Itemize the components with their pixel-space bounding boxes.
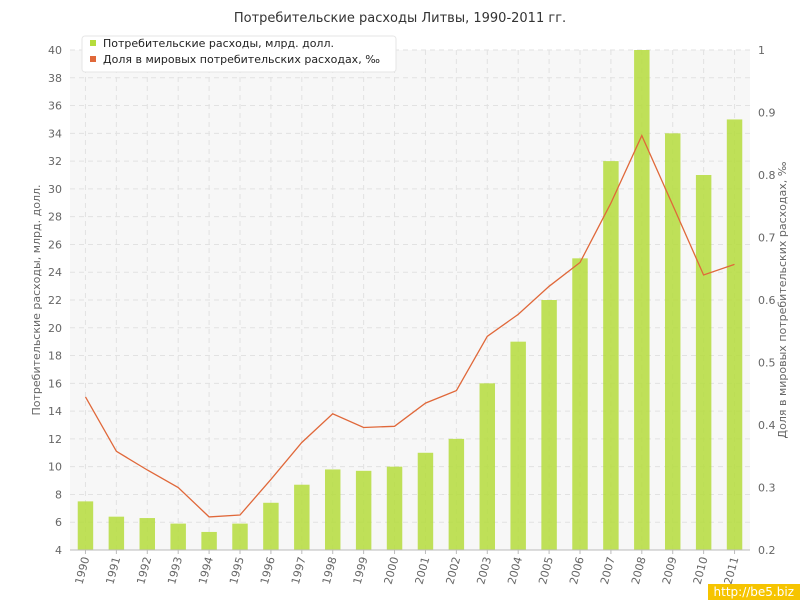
- y-right-tick-label: 0.3: [758, 482, 776, 495]
- watermark[interactable]: http://be5.biz: [707, 584, 800, 600]
- bar: [634, 50, 650, 550]
- left-axis-ticks: 4 6 8 10 12 14 16 18 20 22 24 26 28 30 32 34 36 38 40: [48, 44, 62, 557]
- bar: [294, 484, 310, 550]
- bar: [355, 470, 372, 550]
- bar: [108, 516, 125, 550]
- bar: [232, 523, 248, 550]
- bar: [572, 258, 588, 550]
- y-tick-label: 30: [48, 183, 62, 196]
- bar: [139, 518, 155, 550]
- bar: [726, 119, 743, 550]
- y-tick-label: 38: [48, 72, 62, 85]
- y-tick-label: 36: [48, 100, 62, 113]
- bar: [325, 469, 341, 550]
- y-tick-label: 18: [48, 350, 62, 363]
- x-tick-label: 2008: [629, 555, 649, 585]
- bar: [665, 133, 681, 551]
- legend[interactable]: Потребительские расходы, млрд. долл. Дол…: [81, 35, 397, 73]
- line-path: [84, 134, 735, 518]
- x-tick-label: 2005: [536, 555, 556, 585]
- y-right-tick-label: 0.2: [758, 544, 776, 557]
- x-tick-label: 2004: [505, 555, 525, 585]
- x-tick-label: 2007: [598, 555, 618, 585]
- legend-swatch-bars: [90, 40, 96, 46]
- y-tick-label: 10: [48, 461, 62, 474]
- line-series: [84, 134, 735, 518]
- legend-box: [81, 35, 397, 73]
- x-tick-label: 2000: [382, 555, 402, 585]
- bar: [263, 502, 279, 550]
- x-tick-label: 1997: [289, 555, 309, 585]
- y-tick-label: 8: [55, 488, 62, 501]
- x-tick-label: 1996: [258, 555, 278, 585]
- x-tick-label: 1993: [165, 555, 185, 585]
- y-tick-label: 32: [48, 155, 62, 168]
- y-tick-label: 12: [48, 433, 62, 446]
- x-tick-label: 1999: [351, 555, 371, 585]
- y-axis-label-right: Доля в мировых потребительских расходах,…: [776, 161, 789, 438]
- x-tick-label: 2001: [413, 555, 433, 585]
- y-tick-label: 22: [48, 294, 62, 307]
- legend-swatch-line: [90, 56, 96, 62]
- x-tick-label: 2002: [443, 555, 463, 585]
- y-tick-label: 6: [55, 516, 62, 529]
- y-tick-label: 4: [55, 544, 62, 557]
- y-tick-label: 40: [48, 44, 62, 57]
- legend-label-line: Доля в мировых потребительских расходах,…: [103, 53, 380, 66]
- x-tick-label: 2011: [722, 555, 742, 585]
- y-tick-label: 24: [48, 266, 62, 279]
- x-tick-label: 1992: [134, 555, 154, 585]
- bar-series: [77, 50, 743, 551]
- legend-label-bars: Потребительские расходы, млрд. долл.: [103, 37, 334, 50]
- y-right-tick-label: 0.6: [758, 294, 776, 307]
- y-right-tick-label: 0.5: [758, 357, 776, 370]
- right-axis-ticks: 0.2 0.3 0.4 0.5 0.6 0.7 0.8 0.9 1: [758, 44, 776, 557]
- x-tick-label: 1990: [73, 555, 93, 585]
- y-tick-label: 34: [48, 127, 62, 140]
- x-tick-label: 2010: [691, 555, 711, 585]
- bar: [170, 523, 186, 550]
- bar: [417, 452, 434, 550]
- x-tick-label: 1998: [320, 555, 340, 585]
- bar: [603, 161, 619, 550]
- y-axis-label: Потребительские расходы, млрд. долл.: [30, 185, 43, 416]
- x-tick-label: 1995: [227, 555, 247, 585]
- y-right-tick-label: 0.9: [758, 107, 776, 120]
- y-right-tick-label: 0.8: [758, 169, 776, 182]
- x-tick-label: 2009: [660, 555, 680, 585]
- bar: [201, 531, 217, 550]
- bar: [386, 466, 403, 550]
- x-tick-label: 2003: [474, 555, 494, 585]
- x-tick-label: 1994: [196, 555, 216, 585]
- x-tick-label: 2006: [567, 555, 587, 585]
- bar: [510, 341, 526, 550]
- y-tick-label: 28: [48, 211, 62, 224]
- x-axis-ticks: 1990 1991 1992 1993 1994 1995 1996 1997 1998 1999…: [73, 550, 742, 586]
- y-right-tick-label: 0.7: [758, 232, 776, 245]
- y-tick-label: 16: [48, 377, 62, 390]
- bar: [695, 175, 712, 550]
- y-right-tick-label: 1: [758, 44, 765, 57]
- chart-title: Потребительские расходы Литвы, 1990-2011…: [234, 11, 566, 26]
- y-tick-label: 20: [48, 322, 62, 335]
- y-right-tick-label: 0.4: [758, 419, 776, 432]
- x-tick-label: 1991: [103, 555, 123, 585]
- bar: [479, 383, 495, 550]
- y-tick-label: 26: [48, 238, 62, 251]
- bar: [77, 501, 94, 550]
- bar: [541, 300, 557, 550]
- y-tick-label: 14: [48, 405, 62, 418]
- bar: [448, 438, 465, 550]
